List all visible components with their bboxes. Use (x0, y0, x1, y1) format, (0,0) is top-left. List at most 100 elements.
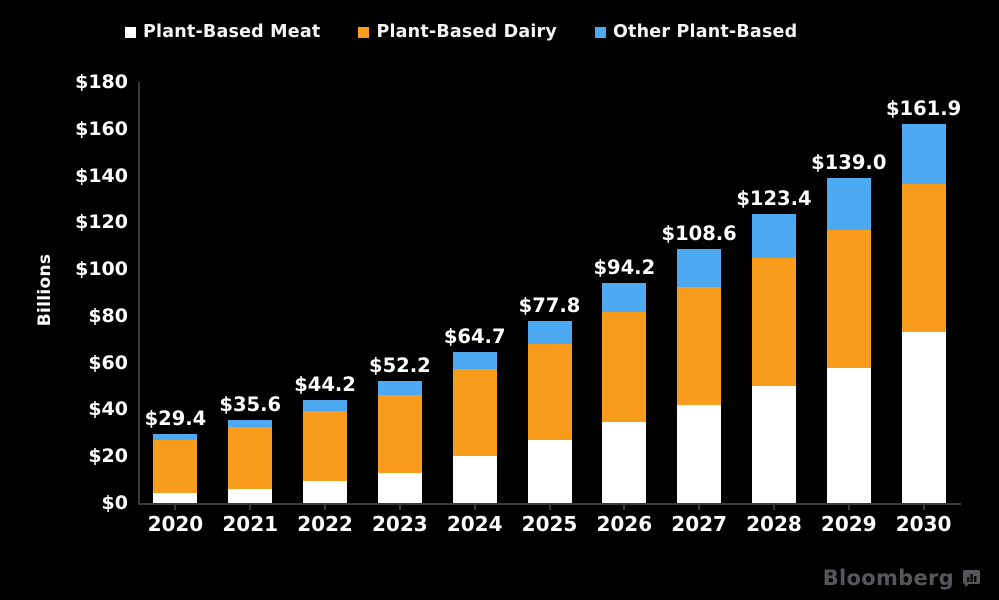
legend-label: Plant-Based Dairy (376, 22, 557, 42)
bar-segment-plant-based-meat (527, 440, 572, 503)
bar-segment-plant-based-meat (751, 386, 796, 503)
x-axis-line (138, 503, 961, 505)
y-tick-label: $60 (88, 351, 128, 374)
bar-total-label: $94.2 (593, 255, 656, 279)
bar-segment-plant-based-dairy (751, 257, 796, 387)
bar-total-label: $52.2 (369, 353, 431, 377)
bloomberg-logo-text: Bloomberg (822, 566, 954, 590)
bar-total-label: $44.2 (294, 372, 356, 396)
x-tick-label: 2023 (372, 512, 428, 536)
x-tick-mark (847, 505, 850, 510)
x-tick-mark (324, 505, 327, 510)
legend-label: Plant-Based Meat (143, 22, 321, 42)
y-tick-label: $120 (75, 211, 128, 234)
bar-segment-other-plant-based (677, 248, 722, 287)
bar-segment-plant-based-dairy (602, 311, 647, 422)
bar-segment-plant-based-meat (677, 405, 722, 503)
bar-segment-plant-based-meat (602, 421, 647, 503)
stacked-bar-2029 (826, 177, 871, 503)
legend-swatch-dairy-icon (358, 26, 370, 38)
bar-total-label: $139.0 (811, 150, 887, 174)
legend-item-plant-based-meat: Plant-Based Meat (125, 22, 320, 42)
bar-segment-plant-based-dairy (303, 411, 348, 481)
bar-total-label: $108.6 (661, 221, 737, 245)
x-tick-label: 2029 (820, 512, 877, 536)
bar-total-label: $64.7 (443, 324, 506, 348)
legend-label: Other Plant-Based (612, 22, 798, 42)
x-tick-mark (698, 505, 701, 510)
x-tick-mark (398, 505, 401, 510)
bar-total-label: $123.4 (736, 187, 812, 211)
y-tick-label: $0 (101, 492, 128, 514)
bar-segment-plant-based-dairy (901, 184, 946, 332)
x-tick-mark (473, 505, 476, 510)
y-axis-title: Billions (35, 253, 55, 327)
bar-segment-plant-based-meat (377, 473, 422, 503)
legend: Plant-Based Meat Plant-Based Dairy Other… (125, 22, 797, 42)
legend-item-other-plant-based: Other Plant-Based (594, 22, 798, 42)
bar-segment-other-plant-based (527, 321, 572, 345)
x-tick-label: 2030 (895, 512, 952, 536)
x-tick-label: 2028 (746, 512, 802, 536)
bar-segment-plant-based-dairy (452, 369, 497, 456)
bar-segment-plant-based-meat (228, 489, 273, 503)
bar-segment-other-plant-based (452, 351, 497, 370)
x-tick-mark (548, 505, 551, 510)
bar-segment-plant-based-dairy (527, 344, 572, 441)
bar-segment-plant-based-meat (826, 367, 871, 503)
bar-total-label: $77.8 (518, 294, 581, 318)
bar-segment-plant-based-dairy (677, 286, 722, 406)
bar-segment-plant-based-dairy (377, 394, 422, 474)
bar-segment-plant-based-dairy (153, 439, 198, 494)
legend-swatch-other-icon (594, 26, 606, 38)
stacked-bar-2024 (452, 351, 497, 503)
bar-segment-other-plant-based (602, 282, 647, 312)
bar-segment-plant-based-meat (303, 480, 348, 503)
bar-segment-other-plant-based (303, 399, 348, 412)
x-tick-label: 2024 (446, 512, 503, 536)
legend-swatch-meat-icon (125, 26, 136, 38)
stacked-bar-2026 (602, 282, 647, 503)
stacked-bar-2025 (527, 321, 572, 503)
x-tick-label: 2025 (521, 512, 578, 536)
stacked-bar-2023 (377, 380, 422, 503)
x-tick-label: 2021 (222, 512, 279, 536)
bar-segment-other-plant-based (826, 177, 871, 231)
y-axis-line (138, 82, 140, 503)
bar-total-label: $35.6 (219, 392, 282, 416)
bar-segment-plant-based-meat (153, 493, 198, 503)
y-tick-label: $160 (75, 117, 128, 140)
y-tick-label: $40 (88, 398, 128, 421)
x-tick-mark (249, 505, 252, 510)
bloomberg-branding: Bloomberg (823, 566, 981, 590)
bar-segment-plant-based-meat (901, 331, 946, 503)
bloomberg-chart-bubble-icon (963, 569, 980, 587)
y-tick-label: $80 (88, 304, 128, 327)
bar-segment-plant-based-meat (452, 455, 497, 503)
x-tick-mark (772, 505, 775, 510)
bar-segment-plant-based-dairy (228, 427, 273, 490)
bar-segment-plant-based-dairy (826, 230, 871, 368)
bar-segment-other-plant-based (901, 124, 946, 185)
y-tick-label: $20 (88, 445, 128, 468)
y-tick-label: $100 (75, 258, 128, 281)
stacked-bar-2027 (677, 248, 722, 503)
bar-total-label: $161.9 (885, 97, 962, 121)
x-tick-label: 2026 (596, 512, 653, 536)
y-tick-label: $140 (75, 164, 128, 187)
bar-total-label: $29.4 (144, 407, 207, 431)
x-tick-mark (623, 505, 626, 510)
bar-segment-other-plant-based (228, 419, 273, 428)
stacked-bar-2028 (751, 214, 796, 503)
stacked-bar-2020 (153, 434, 198, 503)
x-tick-mark (922, 505, 925, 510)
x-tick-mark (174, 505, 177, 510)
stacked-bar-2022 (303, 399, 348, 503)
x-tick-label: 2020 (147, 512, 204, 536)
stacked-bar-2021 (228, 419, 273, 503)
bar-segment-other-plant-based (377, 380, 422, 395)
bar-segment-other-plant-based (751, 214, 796, 258)
stacked-bar-2030 (901, 124, 946, 503)
y-tick-label: $180 (75, 71, 128, 93)
